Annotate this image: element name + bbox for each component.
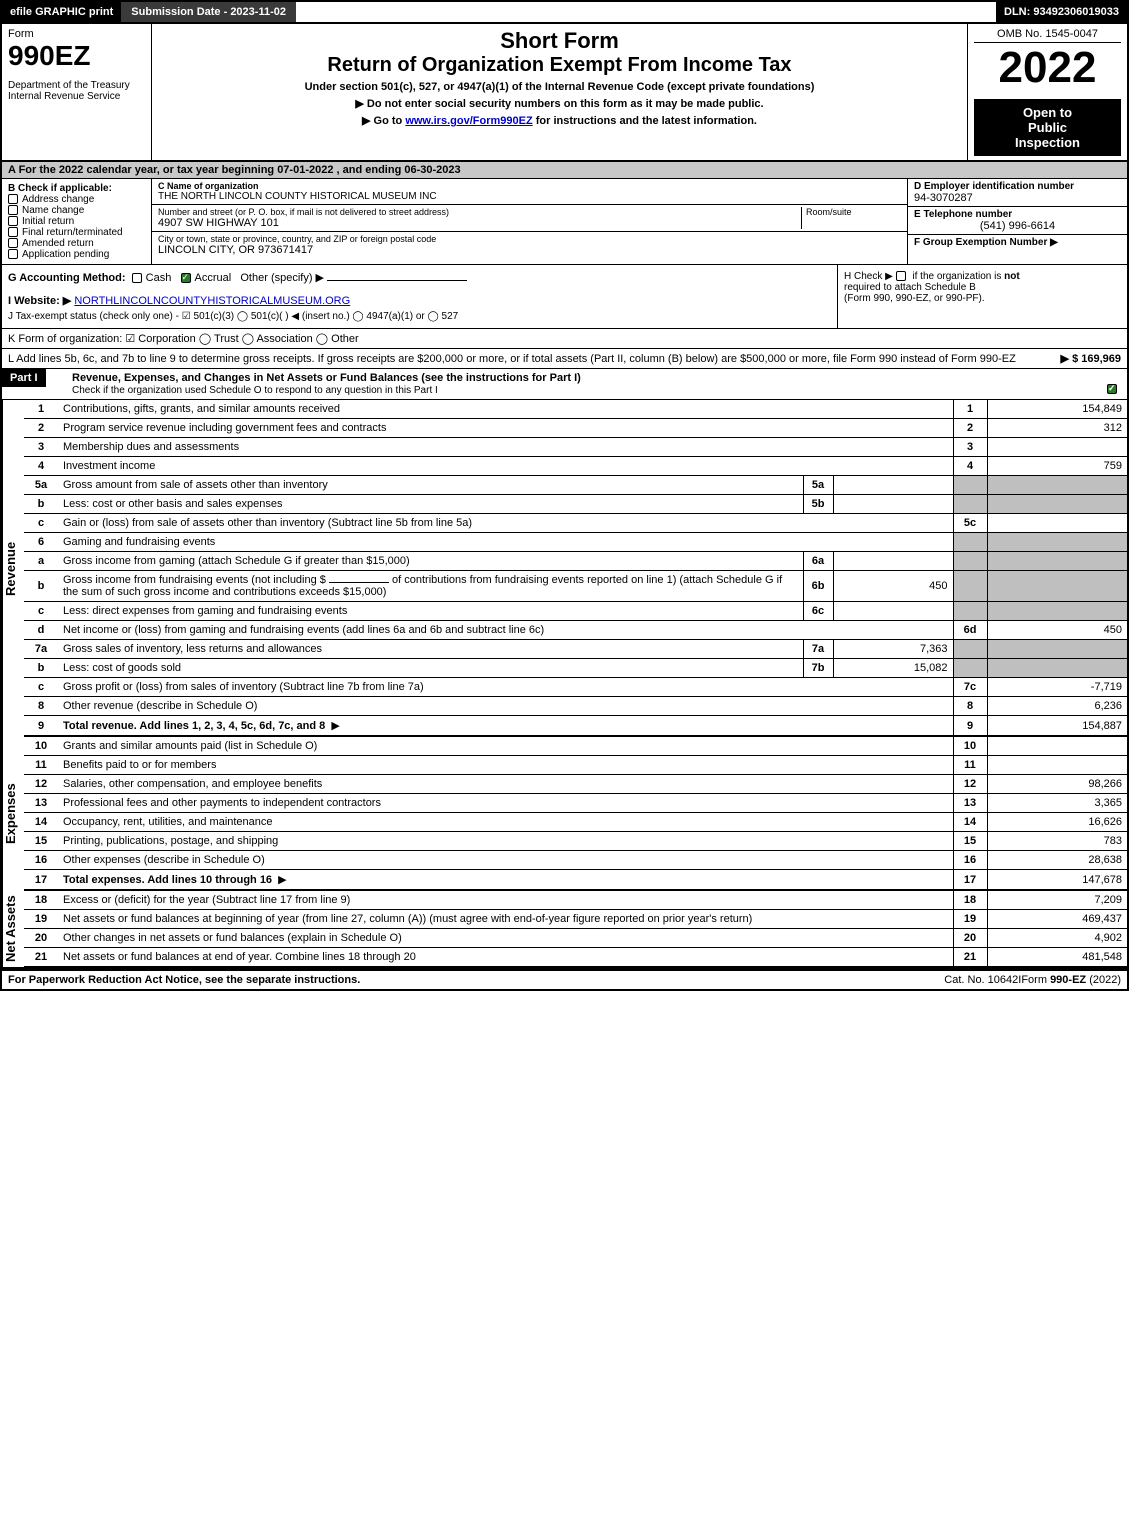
checkbox-name[interactable] [8,205,18,215]
return-title: Return of Organization Exempt From Incom… [158,54,961,77]
c-street-label: Number and street (or P. O. box, if mail… [158,207,801,217]
section-BCDEF: B Check if applicable: Address change Na… [0,179,1129,265]
amt-20: 4,902 [987,929,1127,948]
org-street: 4907 SW HIGHWAY 101 [158,217,801,229]
amt-17: 147,678 [987,870,1127,891]
amt-15: 783 [987,832,1127,851]
amt-6d: 450 [987,621,1127,640]
row-K: K Form of organization: ☑ Corporation ◯ … [0,329,1129,349]
f-label: F Group Exemption Number ▶ [908,235,1127,250]
amt-10 [987,737,1127,756]
b-label: B Check if applicable: [8,183,145,194]
sub2: ▶ Do not enter social security numbers o… [158,97,961,110]
checkbox-amended[interactable] [8,238,18,248]
row-G: G Accounting Method: Cash Accrual Other … [8,271,831,284]
amt-11 [987,756,1127,775]
form-header: Form 990EZ Department of the Treasury In… [0,24,1129,162]
amt-21: 481,548 [987,948,1127,967]
form-number: 990EZ [8,40,145,72]
website-link[interactable]: NORTHLINCOLNCOUNTYHISTORICALMUSEUM.ORG [74,295,350,307]
c-name-label: C Name of organization [158,181,901,191]
amt-5c [987,514,1127,533]
amt-4: 759 [987,457,1127,476]
amt-13: 3,365 [987,794,1127,813]
revenue-vlabel: Revenue [2,400,24,737]
tax-year: 2022 [974,43,1121,93]
room-suite: Room/suite [801,207,901,229]
checkbox-initial[interactable] [8,216,18,226]
part-I-tab: Part I [2,369,46,387]
sub3: ▶ Go to www.irs.gov/Form990EZ for instru… [158,114,961,127]
efile-print[interactable]: efile GRAPHIC print [2,2,121,22]
row-A: A For the 2022 calendar year, or tax yea… [0,162,1129,179]
amt-2: 312 [987,419,1127,438]
checkbox-pending[interactable] [8,249,18,259]
miniamt-6b: 450 [833,571,953,602]
c-city-label: City or town, state or province, country… [158,234,901,244]
amt-8: 6,236 [987,697,1127,716]
row-H: H Check ▶ if the organization is not req… [837,265,1127,328]
omb: OMB No. 1545-0047 [974,28,1121,43]
footer-right: Form 990-EZ (2022) [1021,974,1121,986]
footer-left: For Paperwork Reduction Act Notice, see … [8,974,944,986]
footer-cat: Cat. No. 10642I [944,974,1021,986]
miniamt-7b: 15,082 [833,659,953,678]
amt-18: 7,209 [987,891,1127,910]
part-I-sub: Check if the organization used Schedule … [72,385,438,396]
part-I-header: Part I Revenue, Expenses, and Changes in… [0,369,1129,400]
footer: For Paperwork Reduction Act Notice, see … [0,969,1129,991]
form-label: Form [8,28,145,40]
open-inspection: Open to Public Inspection [974,99,1121,156]
row-I: I Website: ▶ NORTHLINCOLNCOUNTYHISTORICA… [8,294,831,307]
dln: DLN: 93492306019033 [996,2,1127,22]
checkbox-final[interactable] [8,227,18,237]
amt-16: 28,638 [987,851,1127,870]
checkbox-schedule-o[interactable] [1107,384,1117,394]
submission-date: Submission Date - 2023-11-02 [121,2,296,22]
expenses-vlabel: Expenses [2,737,24,891]
ein: 94-3070287 [914,192,1121,204]
amt-1: 154,849 [987,400,1127,419]
irs-link[interactable]: www.irs.gov/Form990EZ [405,115,532,127]
amt-3 [987,438,1127,457]
checkbox-accrual[interactable] [181,273,191,283]
checkbox-h[interactable] [896,271,906,281]
org-name: THE NORTH LINCOLN COUNTY HISTORICAL MUSE… [158,191,901,202]
amt-19: 469,437 [987,910,1127,929]
netassets-vlabel: Net Assets [2,891,24,967]
netassets-section: Net Assets 18Excess or (deficit) for the… [0,891,1129,969]
row-J: J Tax-exempt status (check only one) - ☑… [8,311,831,322]
col-B: B Check if applicable: Address change Na… [2,179,152,264]
col-C: C Name of organization THE NORTH LINCOLN… [152,179,907,264]
d-label: D Employer identification number [914,181,1121,192]
topbar: efile GRAPHIC print Submission Date - 20… [0,0,1129,24]
revenue-section: Revenue 1Contributions, gifts, grants, a… [0,400,1129,737]
checkbox-address[interactable] [8,194,18,204]
sub1: Under section 501(c), 527, or 4947(a)(1)… [158,81,961,93]
dept-irs: Internal Revenue Service [8,91,145,102]
phone: (541) 996-6614 [914,220,1121,232]
amt-14: 16,626 [987,813,1127,832]
org-city: LINCOLN CITY, OR 973671417 [158,244,901,256]
row-L: L Add lines 5b, 6c, and 7b to line 9 to … [0,349,1129,369]
e-label: E Telephone number [914,209,1121,220]
expenses-section: Expenses 10Grants and similar amounts pa… [0,737,1129,891]
part-I-title: Revenue, Expenses, and Changes in Net As… [72,372,581,384]
amt-7c: -7,719 [987,678,1127,697]
amt-9: 154,887 [987,716,1127,737]
miniamt-7a: 7,363 [833,640,953,659]
dept-treasury: Department of the Treasury [8,80,145,91]
short-form: Short Form [158,28,961,54]
col-DEF: D Employer identification number 94-3070… [907,179,1127,264]
amt-12: 98,266 [987,775,1127,794]
checkbox-cash[interactable] [132,273,142,283]
